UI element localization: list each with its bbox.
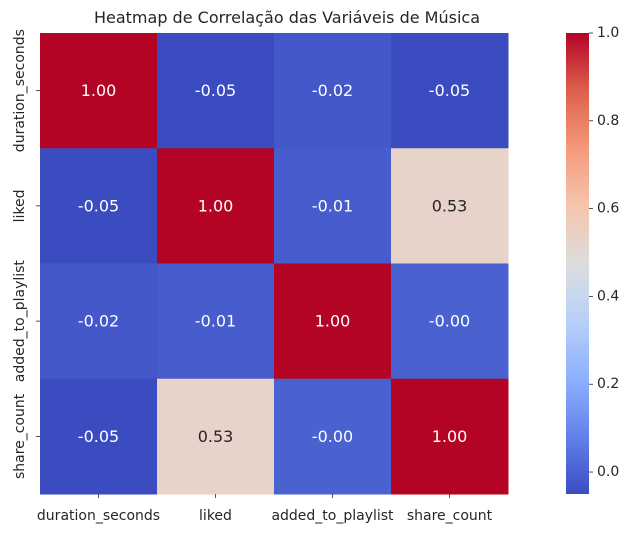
colorbar-tick-label: 0.2 [597,376,619,392]
heatmap-cell-label: 1.00 [432,427,468,446]
heatmap-cell [274,263,392,380]
heatmap-cell [157,33,275,149]
heatmap-cell-label: 1.00 [81,81,117,100]
x-axis-tick-label: duration_seconds [37,508,160,524]
heatmap-cell-label: 0.53 [198,427,234,446]
heatmap-cell [40,148,158,264]
heatmap-cell [391,263,509,380]
heatmap-cell-label: -0.05 [429,81,470,100]
heatmap-cell [157,263,275,380]
colorbar-tick-label: 0.8 [597,113,619,129]
colorbar-tick-label: 0.6 [597,201,619,217]
y-axis-tick-label: added_to_playlist [12,260,28,383]
x-axis-tick-labels: duration_seconds liked added_to_playlist sh… [37,494,493,524]
x-axis-tick-label: share_count [407,508,493,524]
heatmap-cell-label: -0.00 [312,427,353,446]
y-axis-tick-label: share_count [12,393,28,479]
heatmap-cell [40,378,158,495]
x-axis-tick-label: added_to_playlist [271,508,394,524]
heatmap-cell-label: 0.53 [432,196,468,215]
heatmap-cell-label: -0.05 [78,427,119,446]
heatmap-cell [157,378,275,495]
heatmap-cell [391,148,509,264]
heatmap-cells [40,33,509,495]
colorbar-tick-label: 1.0 [597,25,619,41]
heatmap-cell-label: -0.02 [78,312,119,331]
colorbar-tick-label: 0.0 [597,464,619,480]
x-axis-tick-label: liked [199,508,232,524]
heatmap-cell-label: -0.01 [312,196,353,215]
heatmap-cell-label: -0.05 [78,196,119,215]
heatmap-cell [274,33,392,149]
colorbar-bar [566,33,589,494]
heatmap-cell-label: -0.02 [312,81,353,100]
y-axis-tick-label: duration_seconds [12,29,28,152]
y-axis-tick-label: liked [12,189,28,222]
heatmap-cell-label: -0.01 [195,312,236,331]
heatmap-cell [274,148,392,264]
heatmap-cell [274,378,392,495]
heatmap-cell [391,33,509,149]
colorbar: 0.0 0.2 0.4 0.6 0.8 1.0 [566,25,619,494]
heatmap-cell [40,33,158,149]
heatmap-cell [391,378,509,495]
heatmap-cell-label: -0.00 [429,312,470,331]
heatmap-cell-labels: 1.00 -0.05 -0.02 -0.05 -0.05 1.00 -0.01 0.53 -0.… [78,81,470,446]
heatmap-cell-label: 1.00 [315,312,351,331]
heatmap-cell [40,263,158,380]
heatmap-cell [157,148,275,264]
heatmap-cell-label: 1.00 [198,196,234,215]
colorbar-tick-label: 0.4 [597,288,619,304]
chart-title: Heatmap de Correlação das Variáveis de M… [94,8,480,27]
heatmap-cell-label: -0.05 [195,81,236,100]
